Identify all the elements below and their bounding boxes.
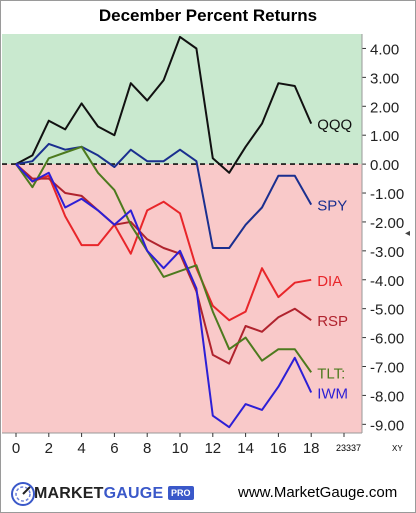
y-tick-label: -9.00 — [370, 417, 404, 434]
y-tick-label: -6.00 — [370, 331, 404, 348]
chart-title: December Percent Returns — [98, 6, 318, 25]
x-tick-label: 2 — [45, 440, 53, 457]
y-tick-label: -2.00 — [370, 215, 404, 232]
x-tick-label: 12 — [204, 440, 221, 457]
negative-region — [2, 164, 362, 433]
series-line-qqq — [15, 35, 313, 174]
x-tick-label: 16 — [270, 440, 287, 457]
series-line-spy — [15, 142, 313, 249]
y-tick-label: -1.00 — [370, 186, 404, 203]
series-line-dia — [15, 163, 312, 322]
series-label: SPY — [317, 198, 347, 215]
series-line-iwm — [15, 163, 313, 429]
y-tick-label: -7.00 — [370, 360, 404, 377]
series-line-tlt — [15, 145, 313, 373]
y-tick-label: 1.00 — [370, 128, 399, 145]
y-tick-label: 0.00 — [370, 157, 399, 174]
brand-market: MARKETGAUGE — [34, 485, 164, 502]
x-tick-label: 0 — [12, 440, 20, 457]
market-gauge-logo-icon — [11, 482, 35, 506]
cursor-value-readout: 23337 — [336, 443, 362, 453]
xy-toggle[interactable]: XY — [392, 444, 403, 453]
x-tick-label: 4 — [77, 440, 85, 457]
x-tick-label: 6 — [110, 440, 118, 457]
x-tick-label: 14 — [237, 440, 254, 457]
series-label: QQQ — [317, 117, 352, 134]
y-tick-label: -4.00 — [370, 273, 404, 290]
website-link[interactable]: www.MarketGauge.com — [238, 484, 398, 501]
series-label: DIA — [317, 273, 342, 290]
series-label: TLT: — [317, 365, 345, 382]
y-tick-label: -3.00 — [370, 244, 404, 261]
series-line-rsp — [15, 163, 312, 365]
series-label: RSP — [317, 313, 348, 330]
y-tick-label: -5.00 — [370, 302, 404, 319]
y-tick-label: 2.00 — [370, 99, 399, 116]
x-tick-label: 18 — [303, 440, 320, 457]
y-tick-label: 3.00 — [370, 70, 399, 87]
pro-badge: PRO — [168, 486, 194, 500]
y-tick-label: 4.00 — [370, 41, 399, 58]
y-tick-label: -8.00 — [370, 388, 404, 405]
positive-region — [2, 34, 362, 165]
series-label: IWM — [317, 386, 348, 403]
scroll-left-arrow-icon[interactable]: ◂ — [405, 228, 411, 239]
x-tick-label: 10 — [172, 440, 189, 457]
brand-gauge: GAUGE — [103, 485, 164, 502]
x-tick-label: 8 — [143, 440, 151, 457]
